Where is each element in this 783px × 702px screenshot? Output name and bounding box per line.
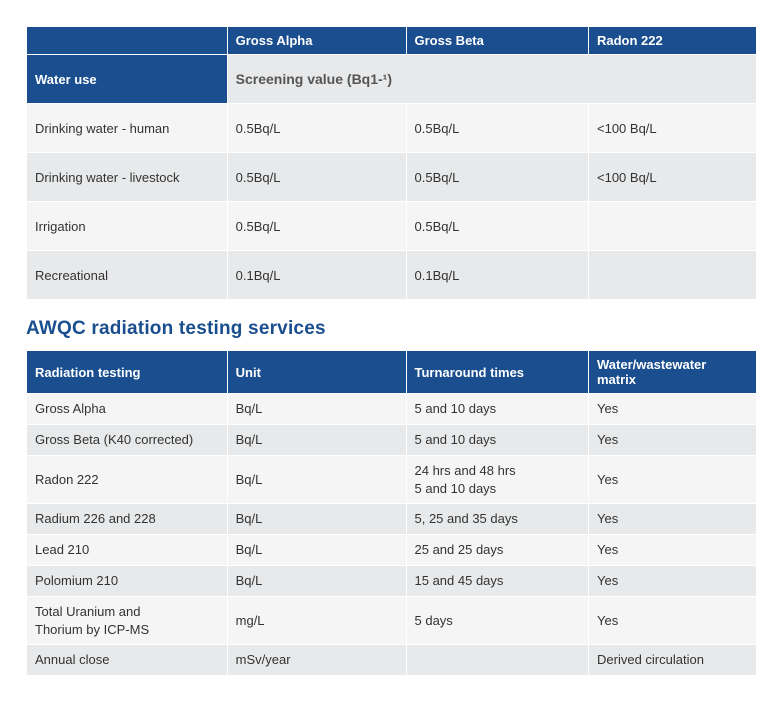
cell-test: Lead 210 <box>27 535 227 565</box>
cell-matrix: Yes <box>589 566 756 596</box>
cell-matrix: Yes <box>589 504 756 534</box>
cell-turn: 25 and 25 days <box>407 535 589 565</box>
cell-use: Drinking water - livestock <box>27 153 227 201</box>
section-title: AWQC radiation testing services <box>26 318 757 340</box>
cell-use: Irrigation <box>27 202 227 250</box>
col-header-beta: Gross Beta <box>407 27 589 54</box>
cell-turn: 5 days <box>407 597 589 644</box>
cell-alpha: 0.5Bq/L <box>228 153 406 201</box>
cell-beta: 0.1Bq/L <box>407 251 589 299</box>
col-header-test: Radiation testing <box>27 351 227 393</box>
cell-matrix: Yes <box>589 597 756 644</box>
table-subheader-row: Water use Screening value (Bq1-¹) <box>27 55 756 103</box>
col-header-alpha: Gross Alpha <box>228 27 406 54</box>
table-row: Polomium 210 Bq/L 15 and 45 days Yes <box>27 566 756 596</box>
screening-table: Gross Alpha Gross Beta Radon 222 Water u… <box>26 26 757 300</box>
cell-unit: Bq/L <box>228 504 406 534</box>
cell-beta: 0.5Bq/L <box>407 202 589 250</box>
cell-turn: 24 hrs and 48 hrs5 and 10 days <box>407 456 589 503</box>
cell-test: Polomium 210 <box>27 566 227 596</box>
cell-turn <box>407 645 589 675</box>
table-row: Gross Beta (K40 corrected) Bq/L 5 and 10… <box>27 425 756 455</box>
cell-alpha: 0.5Bq/L <box>228 202 406 250</box>
table-row: Radium 226 and 228 Bq/L 5, 25 and 35 day… <box>27 504 756 534</box>
cell-unit: mg/L <box>228 597 406 644</box>
cell-unit: Bq/L <box>228 394 406 424</box>
cell-test: Annual close <box>27 645 227 675</box>
table-row: Drinking water - human 0.5Bq/L 0.5Bq/L <… <box>27 104 756 152</box>
cell-matrix: Derived circulation <box>589 645 756 675</box>
col-header-radon: Radon 222 <box>589 27 756 54</box>
col-header-unit: Unit <box>228 351 406 393</box>
table-row: Gross Alpha Bq/L 5 and 10 days Yes <box>27 394 756 424</box>
cell-radon <box>589 202 756 250</box>
table-row: Recreational 0.1Bq/L 0.1Bq/L <box>27 251 756 299</box>
cell-test: Gross Alpha <box>27 394 227 424</box>
cell-turn: 15 and 45 days <box>407 566 589 596</box>
table-row: Total Uranium andThorium by ICP-MS mg/L … <box>27 597 756 644</box>
cell-radon <box>589 251 756 299</box>
cell-matrix: Yes <box>589 425 756 455</box>
cell-test: Radium 226 and 228 <box>27 504 227 534</box>
col-header-matrix: Water/wastewater matrix <box>589 351 756 393</box>
cell-beta: 0.5Bq/L <box>407 153 589 201</box>
cell-alpha: 0.5Bq/L <box>228 104 406 152</box>
cell-turn: 5, 25 and 35 days <box>407 504 589 534</box>
cell-test: Radon 222 <box>27 456 227 503</box>
cell-turn: 5 and 10 days <box>407 394 589 424</box>
table-row: Radon 222 Bq/L 24 hrs and 48 hrs5 and 10… <box>27 456 756 503</box>
table-row: Irrigation 0.5Bq/L 0.5Bq/L <box>27 202 756 250</box>
cell-matrix: Yes <box>589 535 756 565</box>
table-header-row: Gross Alpha Gross Beta Radon 222 <box>27 27 756 54</box>
cell-unit: Bq/L <box>228 566 406 596</box>
cell-use: Drinking water - human <box>27 104 227 152</box>
col-header-turn: Turnaround times <box>407 351 589 393</box>
cell-matrix: Yes <box>589 394 756 424</box>
cell-test: Total Uranium andThorium by ICP-MS <box>27 597 227 644</box>
table-row: Lead 210 Bq/L 25 and 25 days Yes <box>27 535 756 565</box>
cell-test: Gross Beta (K40 corrected) <box>27 425 227 455</box>
cell-unit: Bq/L <box>228 456 406 503</box>
cell-turn: 5 and 10 days <box>407 425 589 455</box>
table-row: Drinking water - livestock 0.5Bq/L 0.5Bq… <box>27 153 756 201</box>
cell-matrix: Yes <box>589 456 756 503</box>
cell-radon: <100 Bq/L <box>589 104 756 152</box>
table-header-row: Radiation testing Unit Turnaround times … <box>27 351 756 393</box>
cell-unit: Bq/L <box>228 535 406 565</box>
cell-unit: mSv/year <box>228 645 406 675</box>
water-use-label: Water use <box>27 55 227 103</box>
screening-value-label: Screening value (Bq1-¹) <box>228 55 756 103</box>
col-header-empty <box>27 27 227 54</box>
table-row: Annual close mSv/year Derived circulatio… <box>27 645 756 675</box>
cell-alpha: 0.1Bq/L <box>228 251 406 299</box>
cell-use: Recreational <box>27 251 227 299</box>
cell-beta: 0.5Bq/L <box>407 104 589 152</box>
cell-radon: <100 Bq/L <box>589 153 756 201</box>
cell-unit: Bq/L <box>228 425 406 455</box>
testing-table: Radiation testing Unit Turnaround times … <box>26 350 757 676</box>
